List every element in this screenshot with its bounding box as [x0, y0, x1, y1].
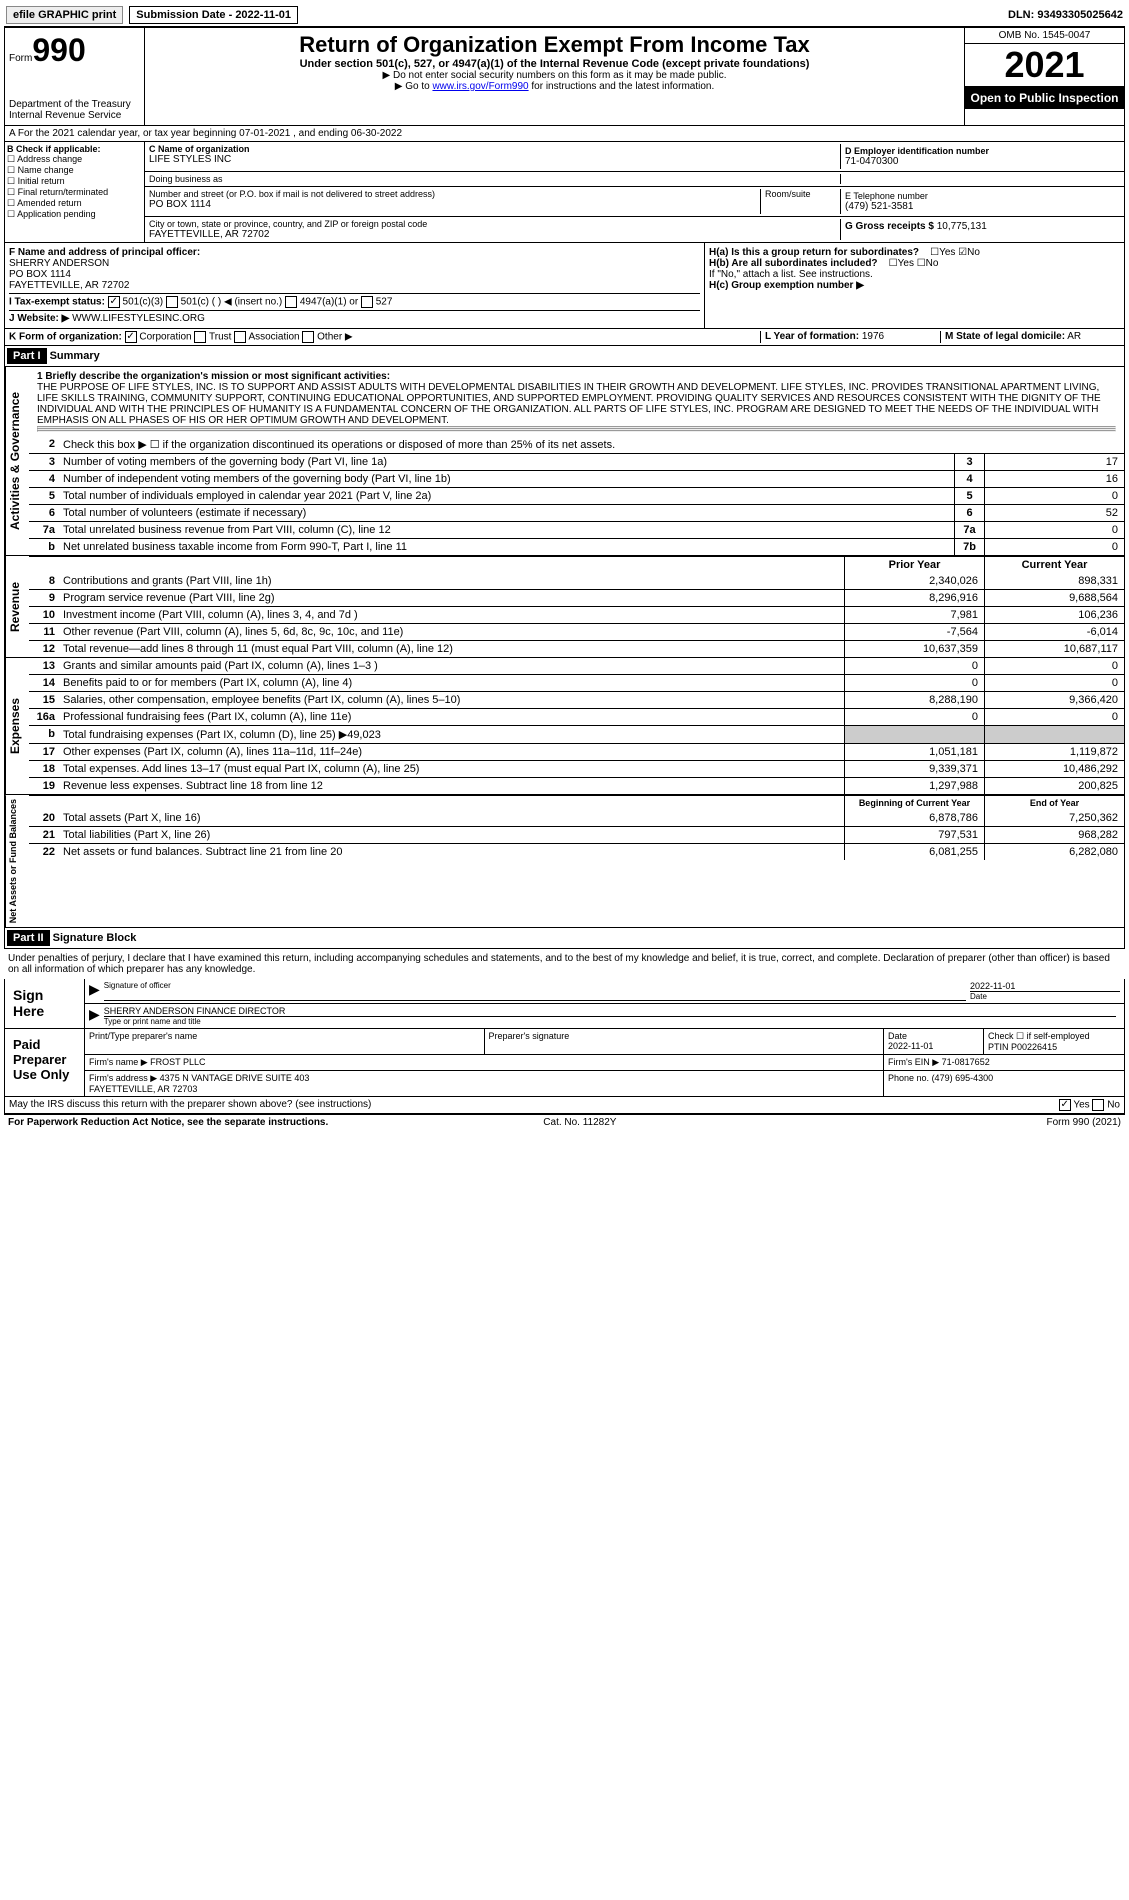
tax-year: 2021	[965, 44, 1124, 87]
label-expenses: Expenses	[5, 658, 29, 794]
discuss-question: May the IRS discuss this return with the…	[9, 1099, 371, 1111]
part1-header: Part I	[7, 348, 47, 364]
cb-discuss-no[interactable]	[1092, 1099, 1104, 1111]
cb-discuss-yes[interactable]: ✓	[1059, 1099, 1071, 1111]
footer-left: For Paperwork Reduction Act Notice, see …	[8, 1117, 328, 1128]
telephone: (479) 521-3581	[845, 201, 1116, 212]
col-current-year: Current Year	[984, 557, 1124, 573]
form-label: Form	[9, 53, 32, 64]
year-formation: 1976	[862, 331, 884, 342]
prep-date: 2022-11-01	[888, 1041, 933, 1051]
form-note2: ▶ Go to www.irs.gov/Form990 for instruct…	[149, 81, 960, 92]
cb-address-change[interactable]: ☐ Address change	[7, 154, 142, 165]
box-b-checkboxes: B Check if applicable: ☐ Address change …	[5, 142, 145, 242]
footer-catno: Cat. No. 11282Y	[543, 1117, 616, 1128]
form-subtitle: Under section 501(c), 527, or 4947(a)(1)…	[149, 58, 960, 70]
cb-amended-return[interactable]: ☐ Amended return	[7, 198, 142, 209]
part2-header: Part II	[7, 930, 50, 946]
omb-number: OMB No. 1545-0047	[965, 28, 1124, 44]
form-title: Return of Organization Exempt From Incom…	[149, 32, 960, 58]
gross-receipts: 10,775,131	[937, 221, 987, 232]
website: WWW.LIFESTYLESINC.ORG	[72, 313, 205, 324]
firm-phone: (479) 695-4300	[932, 1073, 994, 1083]
cb-association[interactable]	[234, 331, 246, 343]
label-governance: Activities & Governance	[5, 367, 29, 555]
officer-addr1: PO BOX 1114	[9, 269, 700, 280]
officer-name: SHERRY ANDERSON	[9, 258, 700, 269]
cb-501c[interactable]	[166, 296, 178, 308]
cb-final-return[interactable]: ☐ Final return/terminated	[7, 187, 142, 198]
cb-501c3[interactable]: ✓	[108, 296, 120, 308]
label-revenue: Revenue	[5, 556, 29, 657]
row-a-tax-year: A For the 2021 calendar year, or tax yea…	[4, 126, 1125, 142]
sign-here-label: Sign Here	[5, 979, 85, 1028]
col-end-year: End of Year	[984, 796, 1124, 810]
org-address: PO BOX 1114	[149, 199, 760, 210]
cb-527[interactable]	[361, 296, 373, 308]
org-name: LIFE STYLES INC	[149, 154, 840, 165]
paid-preparer-label: Paid Preparer Use Only	[5, 1029, 85, 1096]
dln: DLN: 93493305025642	[1008, 9, 1123, 21]
cb-initial-return[interactable]: ☐ Initial return	[7, 176, 142, 187]
label-netassets: Net Assets or Fund Balances	[5, 795, 29, 927]
cb-trust[interactable]	[194, 331, 206, 343]
sig-declaration: Under penalties of perjury, I declare th…	[4, 949, 1125, 979]
footer-right: Form 990 (2021)	[1047, 1117, 1121, 1128]
cb-other[interactable]	[302, 331, 314, 343]
form-header: Form990 Department of the Treasury Inter…	[4, 27, 1125, 126]
org-city: FAYETTEVILLE, AR 72702	[149, 229, 840, 240]
col-prior-year: Prior Year	[844, 557, 984, 573]
col-begin-year: Beginning of Current Year	[844, 796, 984, 810]
state-domicile: AR	[1067, 331, 1081, 342]
form-note1: ▶ Do not enter social security numbers o…	[149, 70, 960, 81]
ein: 71-0470300	[845, 156, 1116, 167]
mission-text: THE PURPOSE OF LIFE STYLES, INC. IS TO S…	[37, 382, 1101, 426]
sig-name: SHERRY ANDERSON FINANCE DIRECTOR	[104, 1006, 1116, 1016]
part2-title: Signature Block	[53, 932, 137, 944]
firm-name: FROST PLLC	[150, 1057, 205, 1067]
part1-title: Summary	[50, 350, 100, 362]
sig-date: 2022-11-01	[970, 981, 1120, 991]
cb-name-change[interactable]: ☐ Name change	[7, 165, 142, 176]
firm-ein: 71-0817652	[942, 1057, 990, 1067]
top-bar: efile GRAPHIC print Submission Date - 20…	[4, 4, 1125, 27]
irs-link[interactable]: www.irs.gov/Form990	[432, 81, 528, 92]
cb-4947[interactable]	[285, 296, 297, 308]
efile-print-button[interactable]: efile GRAPHIC print	[6, 6, 123, 24]
submission-date: Submission Date - 2022-11-01	[129, 6, 298, 24]
officer-addr2: FAYETTEVILLE, AR 72702	[9, 280, 700, 291]
cb-corporation[interactable]: ✓	[125, 331, 137, 343]
ptin: P00226415	[1011, 1042, 1057, 1052]
dept-treasury: Department of the Treasury Internal Reve…	[9, 99, 140, 121]
form-number: 990	[32, 32, 85, 68]
open-inspection: Open to Public Inspection	[965, 87, 1124, 109]
cb-application-pending[interactable]: ☐ Application pending	[7, 209, 142, 220]
